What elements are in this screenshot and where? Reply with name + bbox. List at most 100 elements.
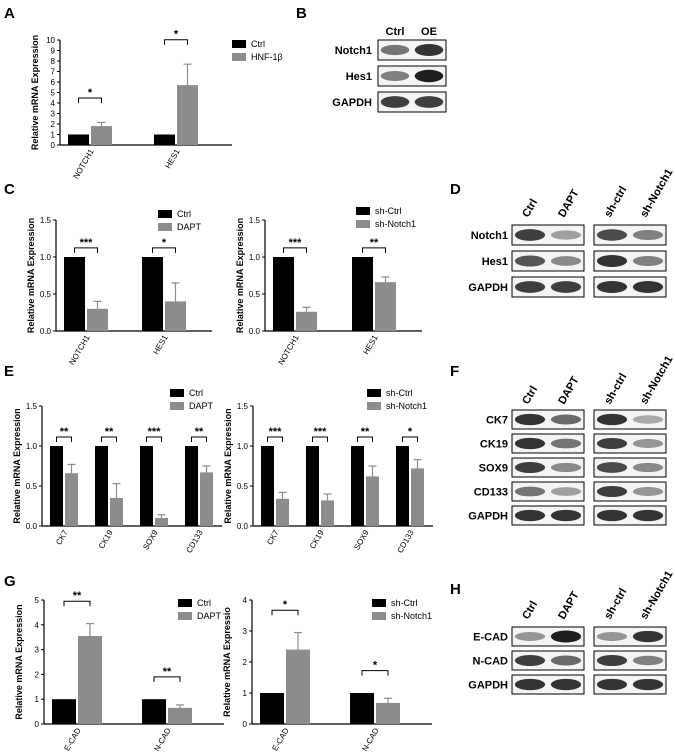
blot-band [514, 678, 546, 691]
legend-swatch [170, 402, 184, 410]
y-tick-label: 1.5 [26, 402, 38, 411]
blot-column-label: DAPT [556, 374, 582, 406]
legend-entry: Ctrl [197, 598, 211, 608]
blot-row-label: Hes1 [482, 256, 508, 268]
legend-swatch [158, 210, 172, 218]
legend-swatch [356, 207, 370, 215]
x-tick-label: CK19 [97, 528, 115, 550]
blot-column-label: sh-ctrl [602, 184, 629, 219]
blot-row-label: GAPDH [332, 97, 372, 109]
x-tick-label: CD133 [184, 528, 205, 555]
panel-label-g: G [4, 573, 16, 590]
bar-dapt-hes1 [165, 301, 186, 331]
y-tick-label: 10 [46, 36, 55, 45]
y-tick-label: 7 [51, 68, 56, 77]
significance-bracket [312, 436, 328, 442]
significance-bracket [56, 436, 72, 442]
blot-band [380, 44, 410, 56]
blot-band [514, 461, 546, 474]
blot-band [596, 485, 628, 498]
bar-ctrl-hes1 [142, 257, 163, 331]
y-tick-label: 4 [243, 596, 248, 605]
bar-ctrl-sox9 [140, 446, 153, 526]
significance-label: *** [148, 426, 162, 438]
y-tick-label: 5 [51, 89, 56, 98]
bar-sh-ctrl-notch1 [273, 257, 294, 331]
blot-column-label: sh-Notch1 [638, 569, 675, 622]
blot-band [596, 413, 628, 426]
blot-row-label: Notch1 [335, 45, 372, 57]
blot-band [380, 71, 410, 81]
blot-column-label: Ctrl [386, 26, 405, 38]
x-tick-label: NOTCH1 [276, 333, 301, 366]
bar-ctrl-cd133 [185, 446, 198, 526]
y-tick-label: 1 [35, 695, 40, 704]
chart-g2: 0 1 2 3 4 Relative mRNA Expressio E-CAD * N-CAD *… [222, 596, 432, 753]
y-tick-label: 1.0 [26, 442, 38, 451]
legend-entry: sh-Ctrl [391, 598, 418, 608]
y-tick-label: 2 [243, 658, 248, 667]
legend-entry: HNF-1β [251, 52, 283, 62]
y-axis-label: Relative mRNA Expression [12, 408, 22, 523]
legend-entry: DAPT [197, 611, 222, 621]
legend-swatch [372, 612, 386, 620]
bar-sh-ctrl-sox9 [351, 446, 364, 526]
blot-band [514, 229, 546, 241]
blot-row-label: Notch1 [471, 230, 508, 242]
legend-swatch [232, 40, 246, 48]
significance-bracket [164, 39, 188, 45]
y-tick-label: 0 [51, 141, 56, 150]
bar-sh-notch1-cd133 [411, 468, 424, 526]
blot-band [514, 632, 546, 641]
significance-label: *** [314, 426, 328, 438]
blot-column-label: DAPT [556, 589, 582, 621]
legend-swatch [178, 599, 192, 607]
blot-column-label: sh-Notch1 [638, 354, 675, 407]
bar-sh-notch1-ck19 [321, 500, 334, 526]
x-tick-label: NOTCH1 [71, 147, 96, 180]
significance-bracket [146, 436, 162, 442]
y-tick-label: 4 [51, 99, 56, 108]
blot-band [514, 509, 546, 522]
bar-dapt-n-cad [168, 707, 192, 724]
blot-band [632, 655, 664, 666]
significance-label: *** [80, 237, 94, 249]
blot-band [632, 462, 664, 473]
blot-band [596, 462, 628, 473]
blot-row-label: N-CAD [473, 656, 508, 668]
bar-ctrl-notch1 [68, 134, 89, 145]
legend-entry: sh-Notch1 [375, 219, 416, 229]
bar-sh-ctrl-ck7 [261, 446, 274, 526]
western-blots: Ctrl OE Notch1 Hes1 GAPDH Ctrl DAPT sh-ctrl sh-N… [332, 26, 675, 695]
legend-swatch [232, 53, 246, 61]
chart-e2: 0.0 0.5 1.0 1.5 Relative mRNA Expression CK7 *… [223, 388, 433, 555]
blot-band [632, 415, 664, 424]
blot-band [550, 256, 582, 266]
legend-entry: sh-Notch1 [386, 401, 427, 411]
panel-label-h: H [450, 581, 461, 598]
blot-h: Ctrl DAPT sh-ctrl sh-Notch1 E-CAD N-CAD GAPDH [468, 569, 675, 695]
x-tick-label: SOX9 [352, 528, 371, 551]
y-axis-label: Relative mRNA Expressio [222, 607, 232, 717]
significance-bracket [78, 97, 102, 104]
y-tick-label: 1.5 [40, 216, 52, 225]
blot-column-label: sh-ctrl [602, 586, 629, 621]
significance-label: * [174, 29, 179, 41]
x-tick-label: SOX9 [141, 528, 160, 551]
significance-label: ** [105, 426, 114, 438]
y-axis-label: Relative mRNA Expression [14, 604, 24, 719]
blot-band [550, 462, 582, 473]
y-tick-label: 0 [35, 720, 40, 729]
bar-ctrl-ck7 [50, 446, 63, 526]
blot-row-label: CK19 [480, 439, 508, 451]
legend-entry: sh-Ctrl [386, 388, 413, 398]
x-tick-label: HES1 [151, 333, 170, 356]
blot-band [596, 229, 628, 241]
chart-e1: 0.0 0.5 1.0 1.5 Relative mRNA Expression CK7 *… [12, 388, 222, 555]
significance-label: ** [60, 426, 69, 438]
bar-sh-notch1-notch1 [296, 311, 317, 331]
y-tick-label: 0.5 [249, 290, 261, 299]
y-tick-label: 0.0 [26, 522, 38, 531]
significance-bracket [152, 247, 176, 253]
significance-label: *** [269, 426, 283, 438]
